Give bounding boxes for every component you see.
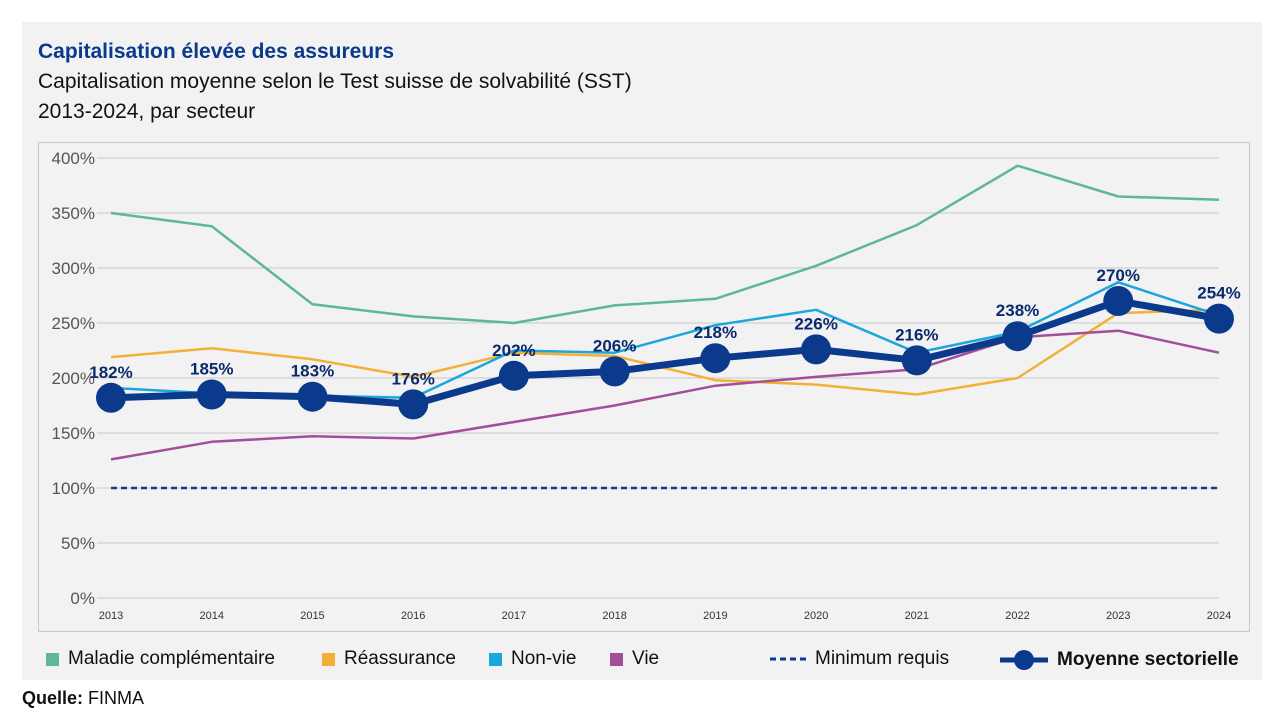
data-point	[398, 389, 429, 420]
data-label: 182%	[89, 363, 132, 382]
x-tick-label: 2014	[199, 610, 223, 622]
data-point	[1002, 321, 1033, 352]
y-tick-label: 250%	[52, 314, 95, 333]
x-tick-label: 2020	[804, 610, 828, 622]
legend-item-reassurance: Réassurance	[322, 648, 456, 670]
legend: Maladie complémentaire Réassurance Non-v…	[46, 648, 1256, 674]
plot-frame	[38, 142, 1250, 632]
legend-label: Maladie complémentaire	[68, 648, 275, 669]
data-label: 216%	[895, 325, 938, 344]
x-tick-label: 2015	[300, 610, 324, 622]
x-tick-label: 2024	[1207, 610, 1231, 622]
x-tick-label: 2013	[99, 610, 123, 622]
data-label: 270%	[1097, 266, 1140, 285]
data-label: 176%	[391, 369, 434, 388]
y-tick-label: 300%	[52, 259, 95, 278]
data-label: 206%	[593, 336, 636, 355]
legend-item-moyenne: Moyenne sectorielle	[1000, 648, 1239, 672]
x-tick-label: 2023	[1106, 610, 1130, 622]
legend-dash-line	[770, 657, 806, 661]
y-tick-label: 350%	[52, 204, 95, 223]
data-point	[1204, 303, 1234, 334]
source-label: Quelle:	[22, 688, 84, 708]
legend-label: Vie	[632, 648, 660, 669]
legend-swatch	[610, 652, 623, 666]
legend-label: Non-vie	[511, 648, 577, 669]
x-tick-label: 2016	[401, 610, 425, 622]
data-point	[196, 379, 227, 410]
x-tick-label: 2021	[905, 610, 929, 622]
chart-title: Capitalisation élevée des assureurs	[38, 40, 395, 63]
legend-swatch	[489, 652, 502, 666]
data-label: 185%	[190, 360, 233, 379]
x-tick-label: 2019	[703, 610, 727, 622]
series-line-vie	[110, 329, 1220, 461]
y-tick-label: 0%	[70, 589, 95, 608]
chart-subtitle: Capitalisation moyenne selon le Test sui…	[38, 70, 632, 93]
y-tick-label: 400%	[52, 149, 95, 168]
source-note: Quelle: FINMA	[22, 688, 144, 709]
data-point	[801, 334, 832, 365]
x-tick-label: 2022	[1005, 610, 1029, 622]
legend-label: Réassurance	[344, 648, 456, 669]
legend-item-nonvie: Non-vie	[489, 648, 576, 670]
x-tick-label: 2018	[602, 610, 626, 622]
data-point	[700, 343, 731, 374]
legend-swatch	[46, 652, 59, 666]
legend-label: Minimum requis	[815, 648, 950, 669]
data-label: 238%	[996, 301, 1039, 320]
data-point	[599, 356, 630, 387]
data-label: 202%	[492, 341, 535, 360]
legend-item-vie: Vie	[610, 648, 659, 670]
data-point	[1103, 286, 1134, 316]
series-line-maladie-compl-mentaire	[110, 164, 1220, 325]
y-tick-label: 100%	[52, 479, 95, 498]
series-line-moyenne-sectorielle	[110, 297, 1220, 408]
y-tick-label: 50%	[61, 534, 95, 553]
legend-marker-line	[1000, 650, 1048, 670]
data-label: 226%	[794, 314, 837, 333]
legend-swatch	[322, 652, 335, 666]
source-value: FINMA	[88, 688, 145, 708]
legend-item-minimum: Minimum requis	[770, 648, 949, 670]
legend-label: Moyenne sectorielle	[1057, 649, 1239, 670]
y-tick-label: 150%	[52, 424, 95, 443]
data-point	[901, 345, 932, 376]
data-point	[96, 382, 126, 413]
data-point	[297, 381, 328, 412]
legend-item-maladie: Maladie complémentaire	[46, 648, 275, 670]
data-label: 218%	[694, 323, 737, 342]
chart-subtitle-years: 2013-2024, par secteur	[38, 100, 256, 123]
series-line-non-vie	[110, 281, 1220, 400]
x-tick-label: 2017	[502, 610, 526, 622]
data-label: 254%	[1197, 284, 1240, 303]
y-tick-label: 200%	[52, 369, 95, 388]
data-label: 183%	[291, 362, 334, 381]
data-point	[498, 360, 529, 391]
